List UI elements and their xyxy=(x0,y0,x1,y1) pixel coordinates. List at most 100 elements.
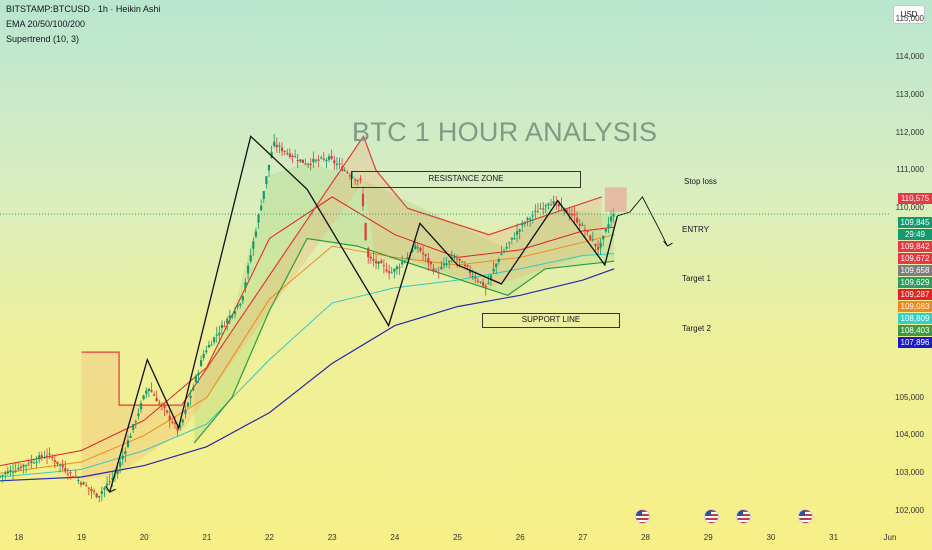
candle-body xyxy=(273,141,276,146)
candle-body xyxy=(293,156,297,158)
candle-body xyxy=(526,217,529,220)
us-flag-icon[interactable] xyxy=(704,509,720,524)
candle-body xyxy=(85,485,88,487)
candle-body xyxy=(132,424,135,430)
candle-body xyxy=(38,455,41,460)
candle-body xyxy=(4,472,7,475)
stop-loss-label: Stop loss xyxy=(684,177,717,186)
x-tick-label: 20 xyxy=(139,533,149,542)
candle-body xyxy=(179,425,182,428)
x-tick-label: 28 xyxy=(641,533,651,542)
support-line-label: SUPPORT LINE xyxy=(521,315,581,324)
candle-body xyxy=(197,372,200,376)
supertrend-down-fill xyxy=(81,136,602,481)
us-flag-icon[interactable] xyxy=(735,509,751,524)
candle-body xyxy=(482,282,485,287)
candle-body xyxy=(40,455,43,458)
candle-body xyxy=(325,160,328,162)
x-tick-label: 23 xyxy=(327,533,337,542)
candle-body xyxy=(453,257,456,259)
target-2-label: Target 2 xyxy=(682,324,711,333)
candle-body xyxy=(513,238,516,240)
projection-line xyxy=(617,196,668,247)
candle-body xyxy=(479,281,482,283)
candle-body xyxy=(445,263,448,265)
candle-body xyxy=(348,175,352,177)
candle-body xyxy=(505,246,508,249)
candle-body xyxy=(236,304,239,307)
candle-body xyxy=(565,209,568,213)
candle-body xyxy=(168,415,171,421)
candle-body xyxy=(210,344,213,346)
candle-body xyxy=(291,155,294,158)
candle-body xyxy=(314,159,318,161)
ema-indicator-label[interactable]: EMA 20/50/100/200 xyxy=(6,19,86,29)
candle-body xyxy=(502,250,506,253)
candle-body xyxy=(9,470,12,472)
candle-body xyxy=(228,315,231,319)
candle-body xyxy=(573,214,576,216)
candle-body xyxy=(531,215,534,217)
candle-body xyxy=(335,163,338,165)
candle-body xyxy=(239,303,242,306)
resistance-zone-box[interactable]: RESISTANCE ZONE xyxy=(351,171,581,188)
candle-body xyxy=(181,419,184,423)
supertrend-up-line xyxy=(193,237,615,444)
candle-body xyxy=(581,224,584,226)
candle-body xyxy=(536,211,540,213)
candle-body xyxy=(280,147,284,152)
candle-body xyxy=(534,210,537,212)
candle-body xyxy=(372,258,375,261)
support-line-box[interactable]: SUPPORT LINE xyxy=(482,313,620,328)
candle-body xyxy=(79,482,83,485)
candle-body xyxy=(233,311,237,314)
entry-label: ENTRY xyxy=(682,225,709,234)
candle-body xyxy=(199,360,203,367)
x-tick-label: 30 xyxy=(766,533,776,542)
candle-body xyxy=(0,475,2,477)
us-flag-icon[interactable] xyxy=(798,509,814,524)
us-flag-icon[interactable] xyxy=(635,509,651,524)
candle-body xyxy=(497,259,500,262)
candle-body xyxy=(202,353,205,359)
candle-body xyxy=(484,286,487,288)
candle-body xyxy=(25,464,28,466)
candle-body xyxy=(307,163,310,165)
candle-body xyxy=(476,280,480,282)
x-tick-label: 29 xyxy=(703,533,713,542)
candle-body xyxy=(48,453,51,455)
candle-body xyxy=(64,468,67,472)
candle-body xyxy=(218,332,221,336)
candle-body xyxy=(74,476,77,478)
x-tick-label: 21 xyxy=(202,533,212,542)
supertrend-indicator-label[interactable]: Supertrend (10, 3) xyxy=(6,34,80,44)
x-tick-label: 31 xyxy=(829,533,839,542)
candle-body xyxy=(30,461,33,463)
y-tick-label: 112,000 xyxy=(895,127,924,137)
candle-body xyxy=(160,403,164,406)
candle-body xyxy=(19,466,22,469)
currency-button[interactable]: USD xyxy=(893,5,925,24)
candle-body xyxy=(51,457,54,459)
y-tick-label: 111,000 xyxy=(896,165,924,175)
candle-body xyxy=(411,250,414,252)
candle-body xyxy=(401,261,404,265)
candle-body xyxy=(176,426,179,431)
candle-body xyxy=(260,205,263,211)
candle-body xyxy=(215,334,218,336)
candle-body xyxy=(299,159,302,162)
candle-body xyxy=(489,275,493,279)
candle-body xyxy=(523,222,527,224)
price-badge: 109,287 xyxy=(898,289,932,300)
x-tick-label: 22 xyxy=(265,533,274,542)
candle-body xyxy=(406,257,409,260)
candle-body xyxy=(570,213,574,216)
candle-body xyxy=(158,402,161,404)
price-badge: 109,845 xyxy=(898,217,932,228)
candle-body xyxy=(374,260,378,264)
candle-body xyxy=(343,170,346,172)
candle-body xyxy=(367,248,370,258)
candle-body xyxy=(142,395,145,400)
